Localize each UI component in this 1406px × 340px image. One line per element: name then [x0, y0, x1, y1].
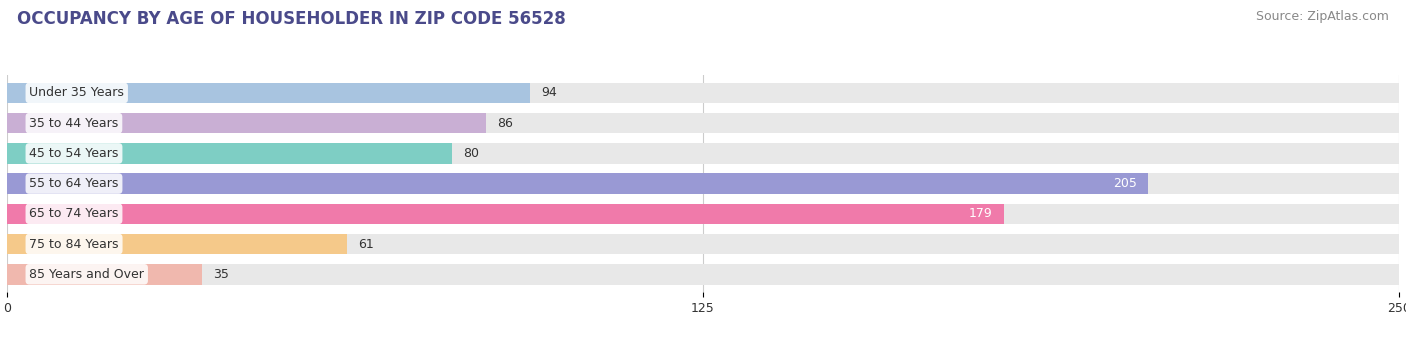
Text: 205: 205 [1114, 177, 1137, 190]
Bar [7, 173, 1149, 194]
Text: 179: 179 [969, 207, 993, 220]
Bar [7, 264, 1399, 285]
Text: 55 to 64 Years: 55 to 64 Years [30, 177, 118, 190]
Text: Source: ZipAtlas.com: Source: ZipAtlas.com [1256, 10, 1389, 23]
Bar [7, 113, 1399, 133]
Text: 35: 35 [214, 268, 229, 281]
Text: 85 Years and Over: 85 Years and Over [30, 268, 145, 281]
Text: 80: 80 [464, 147, 479, 160]
Text: OCCUPANCY BY AGE OF HOUSEHOLDER IN ZIP CODE 56528: OCCUPANCY BY AGE OF HOUSEHOLDER IN ZIP C… [17, 10, 565, 28]
Text: 94: 94 [541, 86, 557, 99]
Bar [7, 173, 1399, 194]
Bar [7, 264, 202, 285]
Text: 86: 86 [496, 117, 513, 130]
Bar [7, 204, 1004, 224]
Bar [7, 143, 1399, 164]
Text: 65 to 74 Years: 65 to 74 Years [30, 207, 118, 220]
Bar [7, 204, 1399, 224]
Bar [7, 83, 1399, 103]
Text: 45 to 54 Years: 45 to 54 Years [30, 147, 118, 160]
Bar [7, 234, 347, 254]
Bar [7, 113, 486, 133]
Text: 75 to 84 Years: 75 to 84 Years [30, 238, 118, 251]
Text: 35 to 44 Years: 35 to 44 Years [30, 117, 118, 130]
Text: Under 35 Years: Under 35 Years [30, 86, 124, 99]
Text: 61: 61 [357, 238, 374, 251]
Bar [7, 143, 453, 164]
Bar [7, 234, 1399, 254]
Bar [7, 83, 530, 103]
